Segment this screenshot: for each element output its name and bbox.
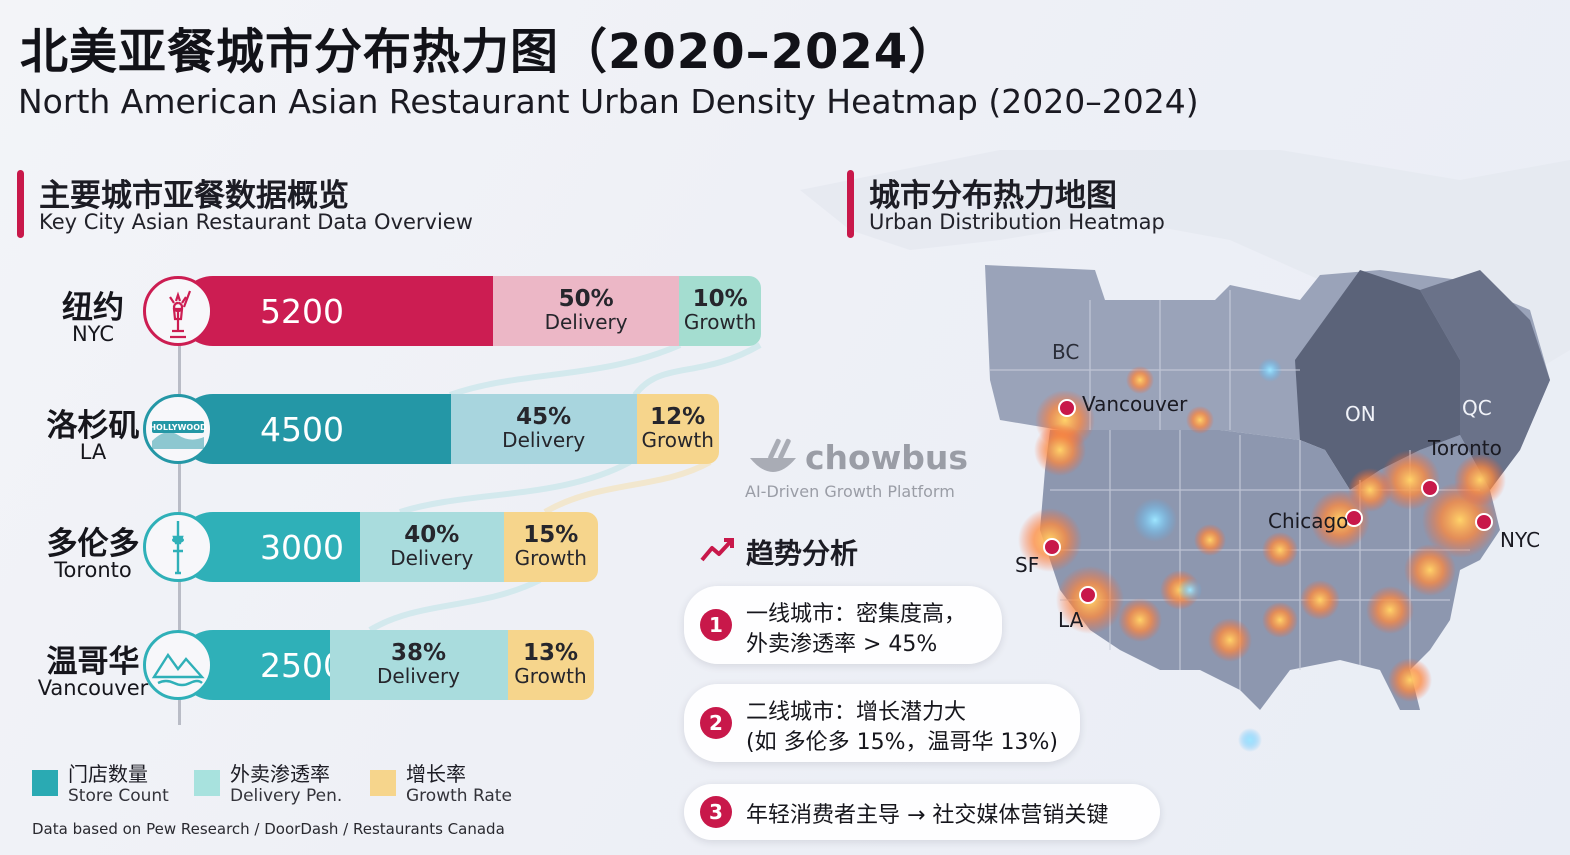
left-section-subtitle: Key City Asian Restaurant Data Overview <box>39 210 473 234</box>
city-name-en: NYC <box>71 322 115 346</box>
brand-name: chowbus <box>805 438 968 477</box>
map-label-on: ON <box>1345 402 1376 426</box>
trend-item-3: 3 年轻消费者主导 → 社交媒体营销关键 <box>684 784 1160 840</box>
statue-of-liberty-icon-glyph <box>169 290 192 339</box>
trend-up-icon <box>700 538 734 562</box>
trend-text-line2: (如 多伦多 15%，温哥华 13%) <box>746 730 1058 755</box>
bar-growth-rate: 13% Growth <box>507 630 594 700</box>
hollywood-sign-icon-glyph: HOLLYWOOD <box>149 421 207 449</box>
bar-growth-value: 12% <box>650 404 706 430</box>
trend-item-2: 2 二线城市：增长潜力大 (如 多伦多 15%，温哥华 13%) <box>684 684 1080 762</box>
data-source-note: Data based on Pew Research / DoorDash / … <box>32 820 505 838</box>
legend-swatch <box>370 770 396 796</box>
brand-tagline: AI-Driven Growth Platform <box>745 482 955 501</box>
bar-delivery-pen: 38% Delivery <box>329 630 508 700</box>
city-name-zh: 多伦多 <box>46 526 140 562</box>
trend-number: 1 <box>700 609 732 641</box>
legend-swatch <box>32 770 58 796</box>
map-label-sf: SF <box>1015 553 1040 577</box>
legend-label-zh: 增长率 <box>406 762 466 786</box>
city-name-en: Toronto <box>54 558 132 582</box>
cn-tower-icon-glyph <box>172 521 184 575</box>
bar-delivery-value: 45% <box>516 404 572 430</box>
bar-delivery-word: Delivery <box>390 546 474 570</box>
city-name-zh: 洛杉矶 <box>46 408 140 444</box>
trend-text-line1: 一线城市：密集度高， <box>746 602 967 627</box>
bar-growth-word: Growth <box>514 664 587 688</box>
right-section-subtitle: Urban Distribution Heatmap <box>869 210 1165 234</box>
bar-delivery-pen: 40% Delivery <box>359 512 504 582</box>
map-label-qc: QC <box>1462 396 1492 420</box>
map-label-nyc: NYC <box>1500 528 1541 552</box>
section-accent-bar <box>847 170 854 238</box>
bar-delivery-pen: 45% Delivery <box>450 394 637 464</box>
bar-growth-word: Growth <box>683 310 757 334</box>
heatmap-map <box>800 150 1570 752</box>
legend-label-zh: 门店数量 <box>68 762 148 786</box>
city-name-en: LA <box>79 440 107 464</box>
left-section-title: 主要城市亚餐数据概览 <box>39 178 349 214</box>
page-subtitle: North American Asian Restaurant Urban De… <box>18 82 1199 121</box>
bar-delivery-value: 50% <box>558 286 614 312</box>
map-label-toronto: Toronto <box>1428 436 1502 460</box>
bar-delivery-word: Delivery <box>544 310 628 334</box>
bar-growth-rate: 10% Growth <box>679 276 762 346</box>
bar-count-label: 3000 <box>260 528 344 567</box>
right-section-title: 城市分布热力地图 <box>869 178 1117 214</box>
bar-store-count: 4500 <box>178 394 451 464</box>
legend-label-en: Delivery Pen. <box>230 786 343 806</box>
mountains-icon <box>143 630 213 700</box>
map-label-vancouver: Vancouver <box>1082 392 1188 416</box>
bar-count-label: 5200 <box>260 292 344 331</box>
bar-growth-value: 15% <box>523 522 579 548</box>
city-name-zh: 纽约 <box>62 290 124 326</box>
section-accent-bar <box>17 170 24 238</box>
chowbus-logo-icon <box>750 438 796 472</box>
hollywood-sign-icon: HOLLYWOOD <box>143 394 213 464</box>
bar-delivery-word: Delivery <box>376 664 461 688</box>
trend-item-1: 1 一线城市：密集度高， 外卖渗透率 > 45% <box>684 586 1002 664</box>
bar-delivery-value: 38% <box>390 640 447 666</box>
statue-of-liberty-icon <box>143 276 213 346</box>
bar-delivery-pen: 50% Delivery <box>493 276 680 346</box>
page-title: 北美亚餐城市分布热力图（2020–2024） <box>20 24 958 80</box>
bar-growth-rate: 15% Growth <box>503 512 598 582</box>
legend-label-en: Store Count <box>68 786 169 806</box>
legend-swatch <box>194 770 220 796</box>
cn-tower-icon <box>143 512 213 582</box>
city-name-zh: 温哥华 <box>46 644 140 680</box>
trend-number: 2 <box>700 707 732 739</box>
bar-growth-value: 10% <box>692 286 748 312</box>
legend-label-zh: 外卖渗透率 <box>230 762 330 786</box>
bar-store-count: 5200 <box>178 276 494 346</box>
map-label-bc: BC <box>1052 340 1080 364</box>
trend-title: 趋势分析 <box>746 537 859 570</box>
svg-text:HOLLYWOOD: HOLLYWOOD <box>149 423 207 432</box>
bar-delivery-value: 40% <box>404 522 460 548</box>
map-label-la: LA <box>1058 608 1084 632</box>
bar-growth-word: Growth <box>514 546 587 570</box>
bar-growth-value: 13% <box>522 640 579 666</box>
trend-text-line1: 年轻消费者主导 → 社交媒体营销关键 <box>746 803 1109 828</box>
trend-text-line2: 外卖渗透率 > 45% <box>746 632 938 657</box>
trend-number: 3 <box>700 796 732 828</box>
bar-count-label: 4500 <box>260 410 344 449</box>
legend-label-en: Growth Rate <box>406 786 512 806</box>
trend-text-line1: 二线城市：增长潜力大 <box>746 700 967 725</box>
mountains-icon-glyph <box>151 652 205 687</box>
city-name-en: Vancouver <box>37 676 149 700</box>
bar-growth-rate: 12% Growth <box>636 394 719 464</box>
bar-delivery-word: Delivery <box>502 428 586 452</box>
map-label-chicago: Chicago <box>1268 509 1349 533</box>
bar-growth-word: Growth <box>641 428 714 452</box>
